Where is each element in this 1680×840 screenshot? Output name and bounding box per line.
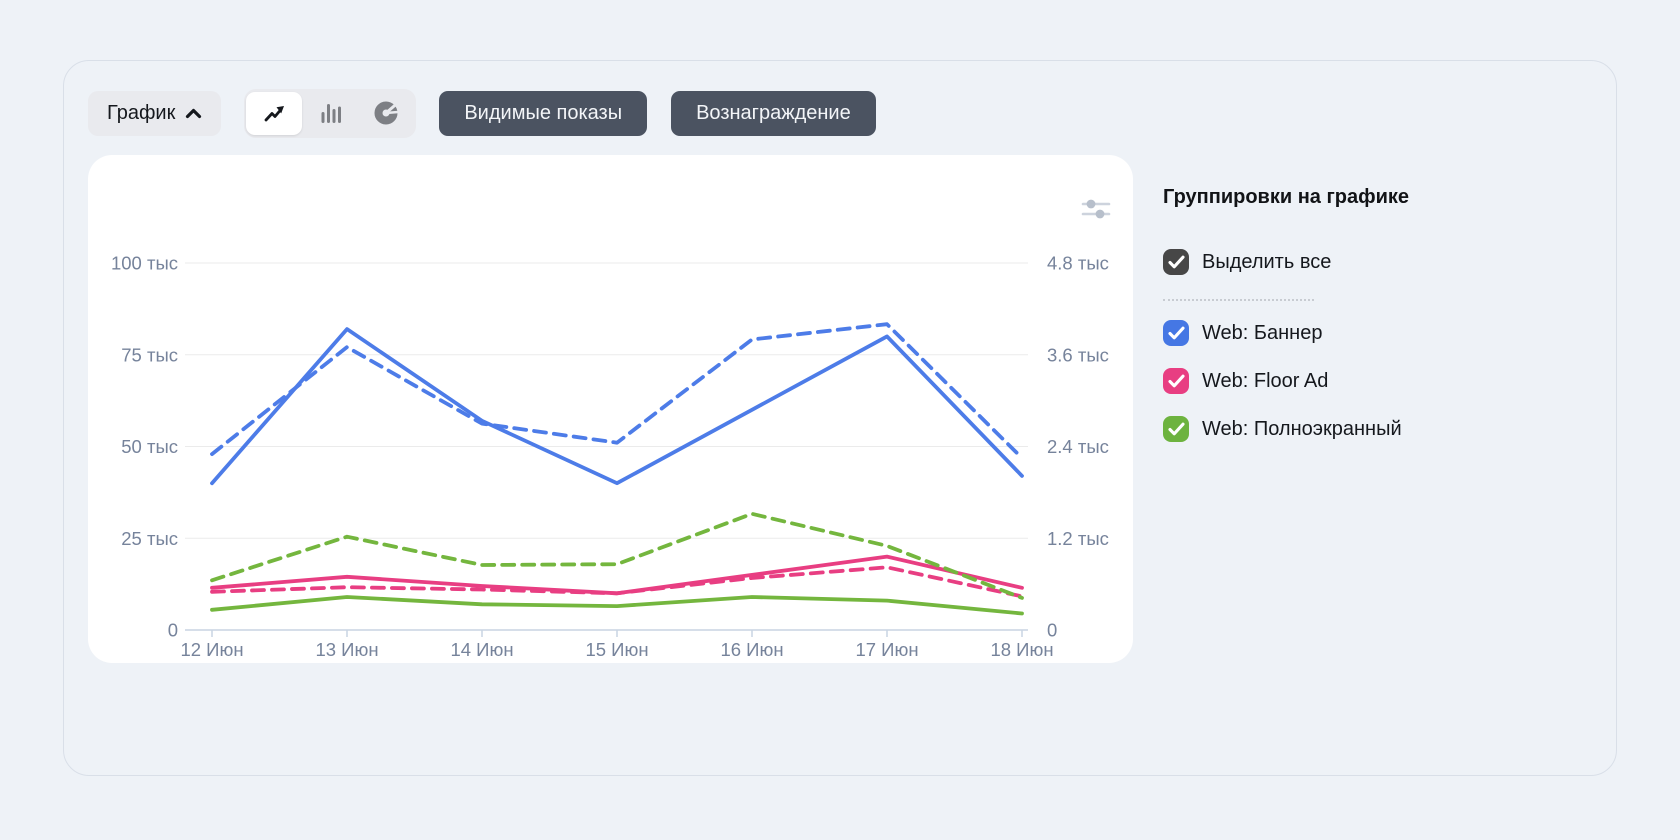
left-axis-tick-label: 25 тыс: [121, 528, 178, 549]
chart-type-pie-button[interactable]: [358, 92, 414, 135]
legend-item-1[interactable]: Web: Floor Ad: [1163, 368, 1623, 394]
line-chart-icon: [263, 102, 286, 124]
right-axis-tick-label: 3.6 тыс: [1047, 344, 1109, 365]
left-axis-tick-label: 75 тыс: [121, 344, 178, 365]
chart-type-bar-button[interactable]: [302, 92, 358, 135]
left-axis-tick-label: 0: [168, 620, 178, 641]
bar-chart-icon: [319, 102, 342, 125]
legend-title: Группировки на графике: [1163, 186, 1410, 208]
legend-divider: [1163, 299, 1314, 301]
x-axis-tick-label: 12 Июн: [180, 639, 243, 660]
select-all-row[interactable]: Выделить все: [1163, 249, 1623, 275]
legend-item-checkbox[interactable]: [1163, 320, 1189, 346]
left-axis-tick-label: 50 тыс: [121, 436, 178, 457]
legend-item-label: Web: Floor Ad: [1202, 369, 1329, 392]
x-axis-tick-label: 14 Июн: [450, 639, 513, 660]
series-line-3: [210, 322, 1024, 460]
right-axis-tick-label: 0: [1047, 620, 1057, 641]
left-axis-tick-label: 100 тыс: [111, 253, 178, 274]
chart-view-dropdown-label: График: [107, 101, 176, 124]
chart-type-switcher: [244, 88, 417, 138]
x-axis-tick-label: 16 Июн: [720, 639, 783, 660]
metric-button-label: Вознаграждение: [696, 101, 851, 124]
metric-button-visible-impressions[interactable]: Видимые показы: [439, 90, 648, 136]
series-line-4: [210, 565, 1024, 599]
x-axis-tick-label: 18 Июн: [990, 639, 1053, 660]
right-axis-tick-label: 2.4 тыс: [1047, 436, 1109, 457]
x-axis-tick-label: 17 Июн: [855, 639, 918, 660]
legend-item-label: Web: Баннер: [1202, 321, 1323, 344]
metric-button-reward[interactable]: Вознаграждение: [671, 90, 876, 136]
legend-item-0[interactable]: Web: Баннер: [1163, 320, 1623, 346]
chart-type-line-button[interactable]: [246, 91, 303, 135]
select-all-label: Выделить все: [1202, 250, 1332, 273]
select-all-checkbox[interactable]: [1163, 249, 1189, 275]
x-axis-tick-label: 13 Июн: [315, 639, 378, 660]
series-line-2: [210, 595, 1024, 616]
chevron-up-icon: [185, 108, 202, 119]
toolbar: График: [88, 88, 876, 138]
line-chart: 0 0 25 тыс 1.2 тыс 50 тыс 2.4 тыс 75 тыс 3.6 ты…: [111, 253, 1109, 661]
legend-item-2[interactable]: Web: Полноэкранный: [1163, 416, 1623, 442]
x-axis-tick-label: 15 Июн: [585, 639, 648, 660]
right-axis-tick-label: 4.8 тыс: [1047, 253, 1109, 274]
right-axis-tick-label: 1.2 тыс: [1047, 528, 1109, 549]
legend-items: Web: Баннер Web: Floor Ad Web: Полноэкранн…: [1163, 320, 1623, 442]
legend-item-label: Web: Полноэкранный: [1202, 417, 1402, 440]
series-line-5: [210, 511, 1024, 600]
tune-sliders-icon[interactable]: [1081, 197, 1111, 223]
chart-view-dropdown[interactable]: График: [88, 90, 222, 136]
chart-card: 0 0 25 тыс 1.2 тыс 50 тыс 2.4 тыс 75 тыс 3.6 ты…: [88, 155, 1133, 663]
series-line-0: [210, 327, 1024, 486]
metric-button-label: Видимые показы: [464, 101, 623, 124]
legend-item-checkbox[interactable]: [1163, 416, 1189, 442]
legend-panel: Группировки на графике Выделить все Web:…: [1163, 186, 1623, 442]
pie-chart-icon: [374, 101, 399, 125]
legend-item-checkbox[interactable]: [1163, 368, 1189, 394]
report-container: [63, 60, 1617, 776]
